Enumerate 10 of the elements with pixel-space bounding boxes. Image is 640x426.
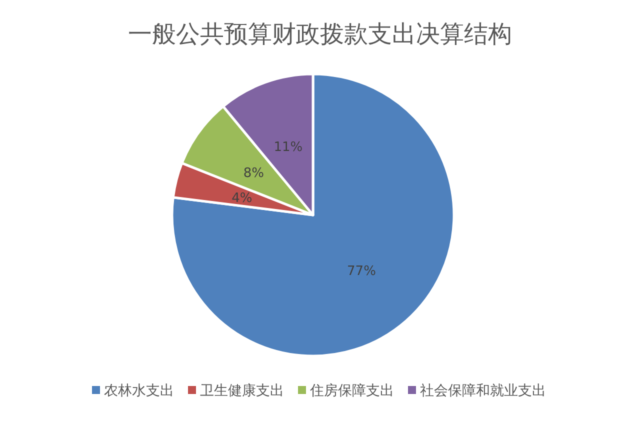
legend-label: 社会保障和就业支出: [420, 383, 546, 399]
legend-label: 农林水支出: [104, 383, 174, 399]
pie-slice: [170, 72, 456, 358]
legend-label: 住房保障支出: [309, 383, 394, 399]
data-label: 4%: [232, 190, 252, 206]
data-label: 8%: [243, 166, 264, 181]
data-label: 77%: [347, 264, 376, 279]
legend-label: 卫生健康支出: [200, 383, 284, 399]
chart-title: 一般公共预算财政拨款支出决算结构: [128, 20, 512, 48]
data-label: 11%: [274, 140, 303, 156]
